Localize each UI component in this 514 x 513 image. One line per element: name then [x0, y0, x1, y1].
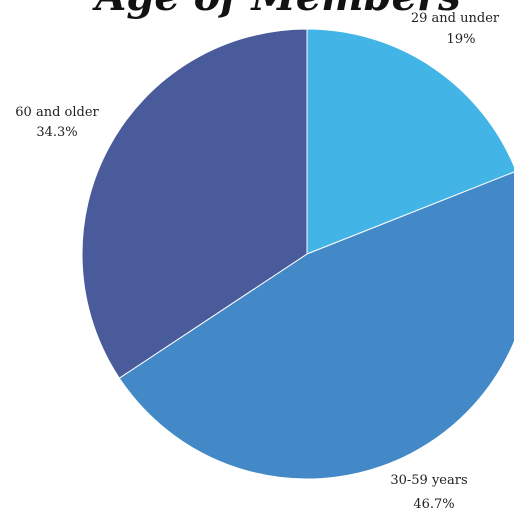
slice-label-60-and-older: 60 and older: [15, 105, 99, 120]
pie-slices: [81, 28, 514, 480]
pie-slice-60-and-older: [81, 28, 308, 379]
slice-value-30-59-years: 46.7%: [413, 497, 454, 512]
slice-label-29-and-under: 29 and under: [411, 11, 500, 26]
pie-slice-30-59-years: [118, 171, 514, 480]
slice-value-60-and-older: 34.3%: [36, 125, 77, 140]
chart-title: Age of Members: [91, 0, 460, 20]
slice-value-29-and-under: 19%: [447, 32, 476, 47]
slice-label-30-59-years: 30-59 years: [390, 473, 467, 488]
pie-slice-29-and-under: [306, 28, 514, 255]
